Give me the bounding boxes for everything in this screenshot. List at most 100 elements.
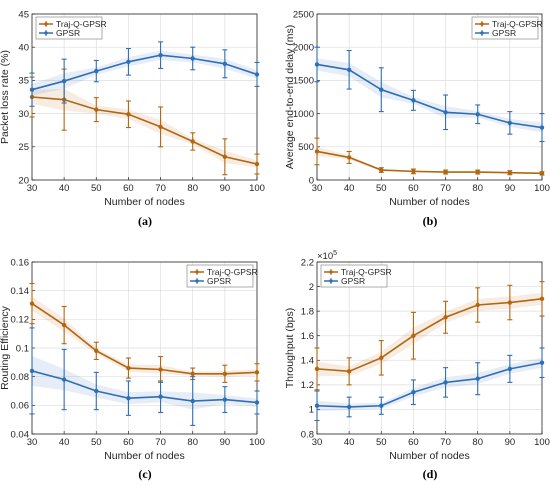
data-point — [94, 388, 99, 394]
series-gpsr — [29, 327, 260, 426]
data-point — [539, 171, 545, 176]
x-tick-label: 80 — [187, 437, 198, 448]
x-tick-label: 100 — [534, 183, 550, 194]
data-point — [346, 369, 352, 374]
legend-swatch-marker — [480, 31, 484, 35]
legend-label: GPSR — [56, 28, 80, 38]
x-tick-label: 60 — [408, 437, 419, 448]
x-axis-label: Number of nodes — [104, 450, 185, 462]
data-point — [126, 395, 131, 401]
legend-label: GPSR — [341, 276, 365, 286]
x-tick-label: 90 — [220, 437, 231, 448]
data-point — [379, 355, 384, 361]
x-tick-label: 50 — [376, 437, 387, 448]
y-tick-label: 1 — [309, 405, 314, 416]
legend-swatch-marker — [195, 270, 199, 274]
data-point — [61, 377, 67, 382]
legend-swatch-marker — [44, 22, 48, 26]
chart-a: 30 40 50 60 70 80 90 100 20 25 30 35 40 45 Number of n… — [0, 9, 265, 228]
data-point — [507, 120, 513, 126]
data-point — [158, 367, 163, 372]
plot-area — [317, 262, 542, 434]
y-tick-label: 0 — [309, 175, 314, 186]
x-tick-label: 40 — [59, 437, 70, 448]
data-point — [507, 366, 513, 372]
x-tick-label: 100 — [249, 437, 265, 448]
data-point — [126, 112, 131, 117]
data-point — [94, 107, 99, 112]
series-line — [31, 302, 258, 375]
y-tick-label: 2.2 — [301, 257, 314, 268]
x-axis-label: Number of nodes — [104, 196, 185, 208]
data-point — [29, 301, 35, 306]
confidence-band — [32, 355, 257, 410]
data-point — [314, 62, 320, 67]
x-tick-label: 70 — [440, 437, 451, 448]
data-point — [314, 403, 320, 408]
x-tick-label: 60 — [408, 183, 419, 194]
series-line — [316, 63, 543, 129]
data-point — [443, 110, 448, 115]
data-point — [94, 348, 99, 354]
y-axis-label: Packet loss rate (%) — [0, 50, 11, 144]
y-tick-label: 35 — [18, 76, 29, 87]
data-point — [222, 61, 228, 66]
legend-label: Traj-Q-GPSR — [56, 19, 107, 29]
plot-area — [32, 14, 257, 180]
data-point — [346, 404, 352, 410]
legend-swatch-marker — [329, 279, 333, 283]
chart-c: 30 40 50 60 70 80 90 100 0.04 0.06 0.08 0.1 0.12 0.14… — [0, 257, 265, 481]
y-tick-label: 1000 — [293, 109, 314, 120]
x-tick-label: 40 — [344, 437, 355, 448]
data-point — [254, 370, 260, 375]
y-tick-label: 1.2 — [301, 380, 314, 391]
x-tick-label: 80 — [472, 183, 483, 194]
series-gpsr — [314, 46, 545, 143]
data-point — [314, 366, 320, 372]
x-tick-label: 80 — [187, 183, 198, 194]
data-point — [475, 169, 480, 175]
data-point — [507, 300, 513, 305]
data-point — [411, 169, 416, 174]
x-tick-label: 80 — [472, 437, 483, 448]
y-tick-label: 0.04 — [11, 429, 30, 440]
y-tick-label: 2000 — [293, 43, 314, 54]
series-line — [31, 370, 258, 404]
y-axis-label: Throughput (bps) — [284, 308, 296, 389]
y-tick-label: 0.8 — [301, 429, 314, 440]
confidence-band — [32, 296, 257, 377]
data-point — [443, 315, 448, 320]
series-gpsr — [314, 347, 545, 422]
series-line — [31, 96, 258, 165]
data-point — [254, 72, 260, 77]
confidence-band — [32, 50, 257, 96]
series-traj-q-gpsr — [29, 282, 260, 383]
data-point — [443, 380, 448, 385]
y-tick-label: 1.6 — [301, 331, 314, 342]
x-tick-label: 90 — [505, 183, 516, 194]
data-point — [379, 403, 384, 408]
chart-d: 30 40 50 60 70 80 90 100 0.8 1 1.2 1.4 1.6 1.8 2 2.2×10… — [284, 250, 550, 481]
y-tick-label: 40 — [18, 43, 29, 54]
x-tick-label: 70 — [440, 183, 451, 194]
data-point — [222, 154, 228, 159]
confidence-band — [32, 88, 257, 168]
x-tick-label: 30 — [27, 183, 38, 194]
confidence-band — [317, 58, 542, 133]
data-point — [126, 365, 131, 371]
y-tick-label: 20 — [18, 175, 29, 186]
series-line — [31, 54, 258, 91]
chart-b: 30 40 50 60 70 80 90 10005001000150020002500Num… — [284, 9, 550, 228]
data-point — [539, 125, 545, 130]
legend-label: Traj-Q-GPSR — [207, 267, 258, 277]
data-point — [507, 170, 513, 175]
data-point — [222, 371, 228, 376]
data-point — [29, 368, 35, 374]
x-tick-label: 30 — [27, 437, 38, 448]
data-point — [29, 87, 35, 92]
data-point — [539, 360, 545, 365]
data-point — [158, 124, 163, 130]
